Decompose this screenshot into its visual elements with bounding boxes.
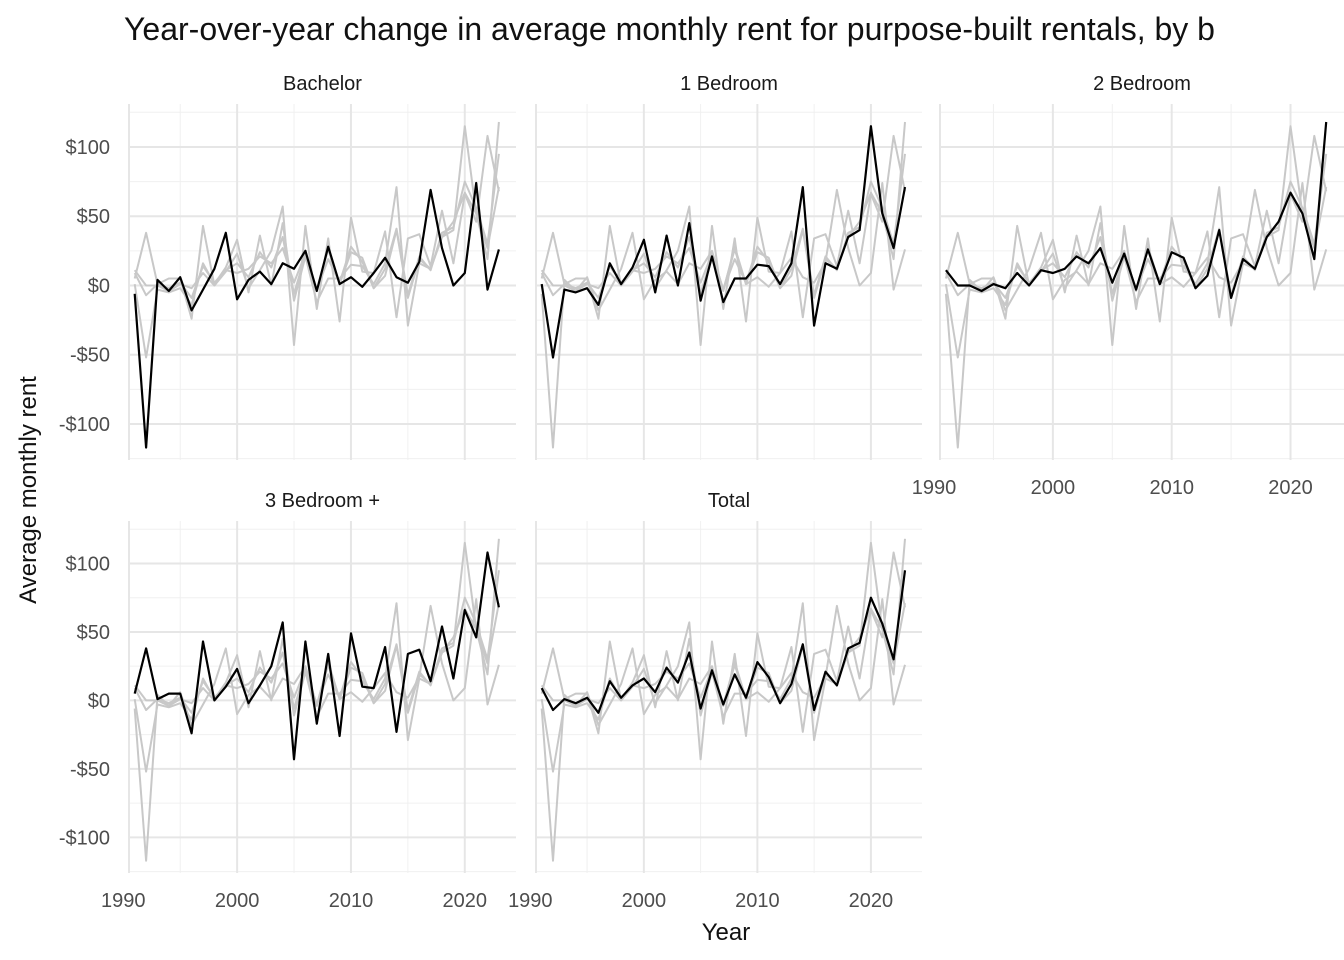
- facet-strip-label: Total: [708, 490, 750, 512]
- y-axis-title: Average monthly rent: [15, 376, 42, 604]
- x-tick-label: 2010: [1149, 477, 1194, 499]
- context-series-line: [133, 134, 500, 346]
- y-tick-label: $0: [88, 690, 110, 712]
- x-tick-label: 2000: [1031, 477, 1076, 499]
- x-tick-label: 2020: [1268, 477, 1313, 499]
- context-series-line: [540, 541, 906, 773]
- panel-1-bedroom: 1 Bedroom: [535, 73, 922, 460]
- x-tick-label: 2000: [622, 890, 667, 912]
- panel-total: Total 1990 2000 2010 2020: [508, 490, 922, 912]
- context-series-line: [133, 538, 500, 714]
- y-tick-label: $100: [66, 137, 111, 159]
- y-tick-label: -$100: [59, 414, 110, 436]
- x-tick-label: 2010: [735, 890, 780, 912]
- context-series-line: [540, 121, 906, 299]
- context-series-line: [133, 153, 500, 299]
- context-series-line: [133, 121, 500, 299]
- facet-panels: Bachelor -$100 -$50 $0 $50 $100 1 Bedroom 2 Bed…: [59, 73, 1344, 912]
- facet-strip-label: 3 Bedroom +: [265, 490, 380, 512]
- y-tick-label: $50: [77, 206, 110, 228]
- panel-2-bedroom: 2 Bedroom 1990 2000 2010 2020: [912, 73, 1344, 499]
- facet-strip-label: Bachelor: [283, 73, 362, 95]
- x-tick-label: 1990: [912, 477, 957, 499]
- highlight-series-line: [133, 551, 500, 761]
- x-tick-label: 2020: [849, 890, 894, 912]
- y-tick-label: $50: [77, 622, 110, 644]
- x-tick-label: 2010: [329, 890, 374, 912]
- context-series-line: [944, 134, 1328, 346]
- y-tick-label: -$100: [59, 827, 110, 849]
- context-series-line: [540, 551, 906, 761]
- y-tick-label: $0: [88, 275, 110, 297]
- x-axis-title: Year: [702, 919, 751, 946]
- y-tick-label: -$50: [70, 759, 110, 781]
- x-tick-label: 2000: [215, 890, 260, 912]
- panel-bachelor: Bachelor -$100 -$50 $0 $50 $100: [59, 73, 516, 460]
- facet-strip-label: 1 Bedroom: [680, 73, 778, 95]
- context-series-line: [540, 538, 906, 714]
- context-series-line: [944, 125, 1328, 359]
- context-series-line: [133, 125, 500, 359]
- chart-title: Year-over-year change in average monthly…: [124, 11, 1215, 47]
- x-tick-label: 1990: [508, 890, 553, 912]
- highlight-series-line: [945, 121, 1328, 299]
- context-series-line: [133, 541, 500, 773]
- highlight-series-line: [133, 181, 500, 449]
- highlight-series-line: [540, 125, 907, 359]
- context-series-line: [945, 153, 1328, 299]
- y-tick-label: $100: [66, 553, 111, 575]
- y-tick-label: -$50: [70, 345, 110, 367]
- facet-strip-label: 2 Bedroom: [1093, 73, 1191, 95]
- x-tick-label: 2020: [443, 890, 488, 912]
- context-series-line: [540, 134, 906, 346]
- x-tick-label: 1990: [101, 890, 146, 912]
- panel-3-bedroom: 3 Bedroom + -$100 -$50 $0 $50 $100 1990 2000 201…: [59, 490, 516, 912]
- highlight-series-line: [540, 570, 907, 714]
